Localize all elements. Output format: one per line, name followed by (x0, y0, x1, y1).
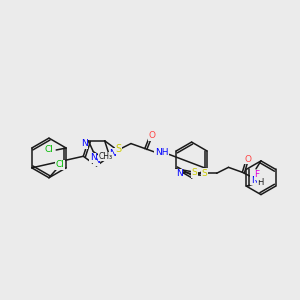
Text: N: N (93, 156, 100, 165)
Text: N: N (81, 139, 88, 148)
Text: H: H (257, 178, 263, 187)
Text: F: F (254, 170, 260, 179)
Text: N: N (90, 153, 97, 162)
Text: CH₃: CH₃ (98, 152, 112, 161)
Text: O: O (245, 155, 252, 164)
Text: S: S (192, 168, 197, 177)
Text: Cl: Cl (45, 146, 54, 154)
Text: S: S (202, 169, 208, 178)
Text: N: N (176, 169, 182, 178)
Text: O: O (148, 131, 155, 140)
Text: Cl: Cl (56, 160, 64, 169)
Text: NH: NH (155, 148, 168, 157)
Text: N: N (251, 176, 258, 185)
Text: S: S (115, 143, 121, 154)
Text: N: N (109, 149, 116, 158)
